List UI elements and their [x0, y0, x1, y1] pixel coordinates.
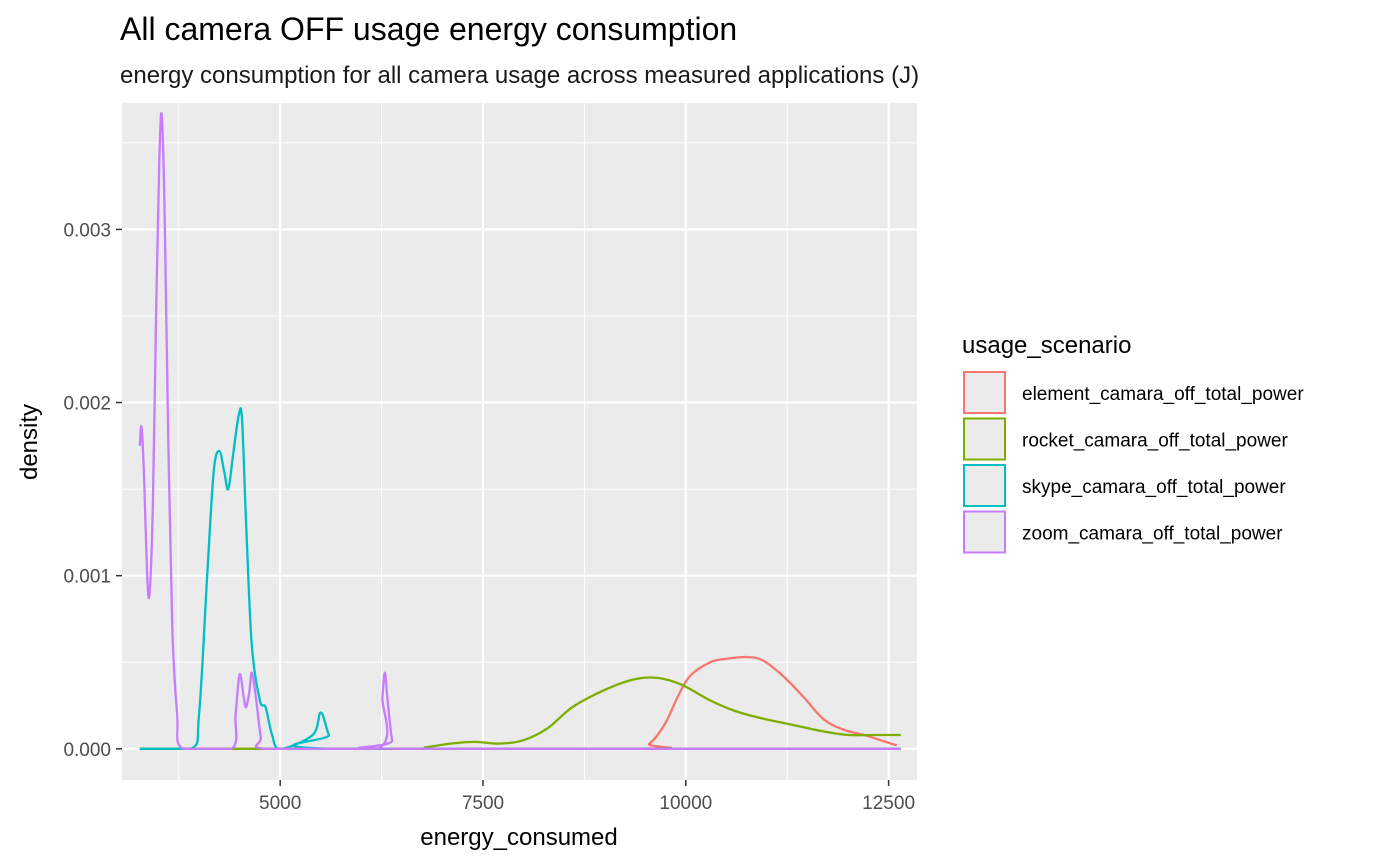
x-tick-label: 5000: [259, 793, 301, 814]
element-camara-off-total-power-legend-label: element_camara_off_total_power: [1022, 384, 1304, 405]
y-tick-label: 0.001: [63, 567, 111, 588]
rocket-camara-off-total-power-legend-key: [963, 417, 1006, 461]
x-axis-title: energy_consumed: [420, 824, 617, 851]
legend-title: usage_scenario: [962, 332, 1131, 359]
zoom-camara-off-total-power-legend-key: [963, 510, 1006, 554]
legend: usage_scenario element_camara_off_total_…: [962, 332, 1304, 554]
element-camara-off-total-power-legend-key: [963, 371, 1006, 414]
skype-camara-off-total-power-density-line: [139, 407, 901, 750]
x-axis: 5000 7500 10000 12500: [259, 780, 915, 814]
x-tick-label: 7500: [462, 793, 504, 814]
y-tick-label: 0.000: [63, 740, 111, 761]
chart-subtitle: energy consumption for all camera usage …: [120, 62, 919, 89]
zoom-camara-off-total-power-legend-label: zoom_camara_off_total_power: [1022, 524, 1283, 545]
major-gridlines: [122, 103, 917, 780]
rocket-camara-off-total-power-legend-label: rocket_camara_off_total_power: [1022, 431, 1288, 452]
y-tick-label: 0.002: [63, 394, 111, 415]
density-curves: [138, 112, 901, 750]
minor-gridlines: [122, 103, 917, 780]
skype-camara-off-total-power-legend-label: skype_camara_off_total_power: [1022, 477, 1286, 498]
y-axis: 0.000 0.001 0.002 0.003: [63, 220, 122, 761]
x-tick-label: 10000: [659, 793, 712, 814]
chart-title: All camera OFF usage energy consumption: [120, 11, 737, 47]
x-tick-label: 12500: [862, 793, 915, 814]
skype-camara-off-total-power-legend-key: [963, 464, 1006, 507]
y-tick-label: 0.003: [63, 220, 111, 241]
y-axis-title: density: [16, 404, 43, 480]
rocket-camara-off-total-power-density-line: [139, 676, 901, 750]
zoom-camara-off-total-power-density-line: [138, 112, 901, 750]
